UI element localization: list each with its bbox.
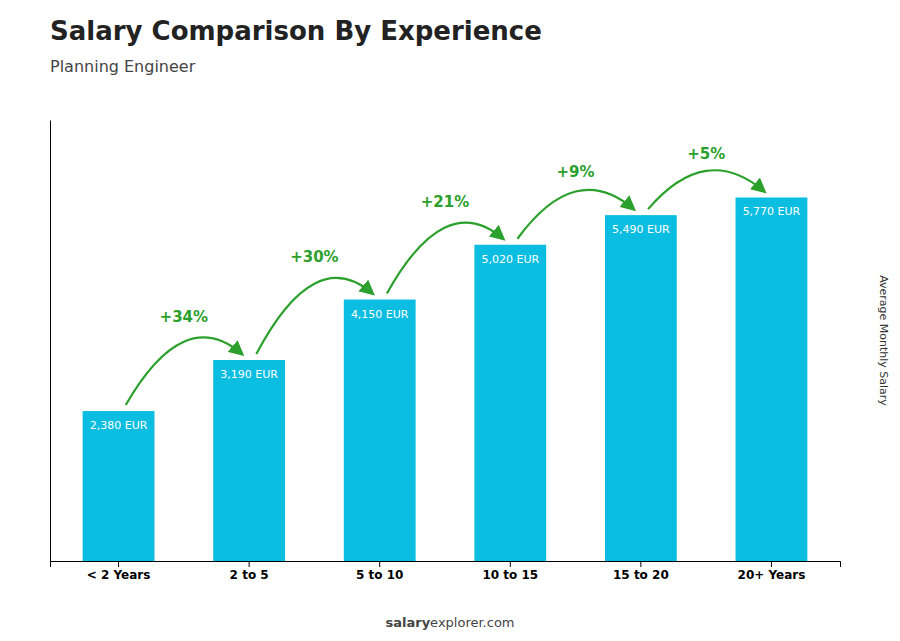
annotations: +34% +30% +21% +9% +5% [126, 145, 765, 405]
x-tick-label: < 2 Years [87, 568, 151, 582]
x-axis-line [51, 562, 841, 568]
x-tick-label: 20+ Years [738, 568, 806, 582]
data-label: 5,770 EUR [743, 205, 801, 218]
data-labels: 2,380 EUR 3,190 EUR 4,150 EUR 5,020 EUR 5,49… [90, 205, 801, 432]
bar [474, 245, 546, 561]
y-label: Average Monthly Salary [877, 275, 890, 406]
x-tick-mark [379, 561, 380, 567]
arrow [387, 223, 503, 294]
x-tick-label: 15 to 20 [613, 568, 669, 582]
x-tick-mark [118, 561, 119, 567]
bar [83, 411, 155, 561]
y-axis [50, 121, 51, 562]
annotation: +5% [687, 145, 725, 163]
data-label: 4,150 EUR [351, 308, 409, 321]
annotation: +21% [421, 193, 469, 211]
footer-part: salary [385, 615, 430, 630]
data-label: 2,380 EUR [90, 419, 148, 432]
data-label: 5,490 EUR [612, 223, 670, 236]
bars [83, 197, 808, 561]
bar [213, 360, 285, 561]
footer-part: explorer.com [430, 615, 514, 630]
plot: < 2 Years 2 to 5 5 to 10 10 to 15 15 to 20 20… [51, 121, 841, 582]
footer: salaryexplorer.com [385, 615, 514, 630]
x-tick-label: 5 to 10 [356, 568, 403, 582]
annotation: +34% [160, 308, 208, 326]
x-tick: 2 to 5 [230, 561, 269, 582]
x-tick: 10 to 15 [482, 561, 538, 582]
x-tick: 15 to 20 [613, 561, 669, 582]
arrow [648, 170, 764, 209]
chart: Salary Comparison By Experience Planning … [0, 0, 900, 641]
annotation: +30% [290, 248, 338, 266]
arrow [256, 278, 372, 354]
annotation: +9% [557, 163, 595, 181]
x-axis: < 2 Years 2 to 5 5 to 10 10 to 15 15 to 20 20… [51, 561, 841, 582]
x-tick-mark [640, 561, 641, 567]
bar [344, 300, 416, 561]
x-tick-mark [249, 561, 250, 567]
arrow [126, 337, 242, 405]
x-tick-mark [771, 561, 772, 567]
arrow [517, 190, 633, 239]
x-tick-label: 2 to 5 [230, 568, 269, 582]
x-tick-mark [510, 561, 511, 567]
x-tick: < 2 Years [87, 561, 151, 582]
title: Salary Comparison By Experience [50, 16, 542, 46]
x-tick: 20+ Years [738, 561, 806, 582]
bar [605, 215, 677, 561]
data-label: 3,190 EUR [220, 368, 278, 381]
subtitle: Planning Engineer [50, 57, 196, 76]
x-tick-label: 10 to 15 [482, 568, 538, 582]
x-tick: 5 to 10 [356, 561, 403, 582]
bar [736, 197, 808, 561]
data-label: 5,020 EUR [481, 253, 539, 266]
y-axis-line [50, 121, 51, 562]
